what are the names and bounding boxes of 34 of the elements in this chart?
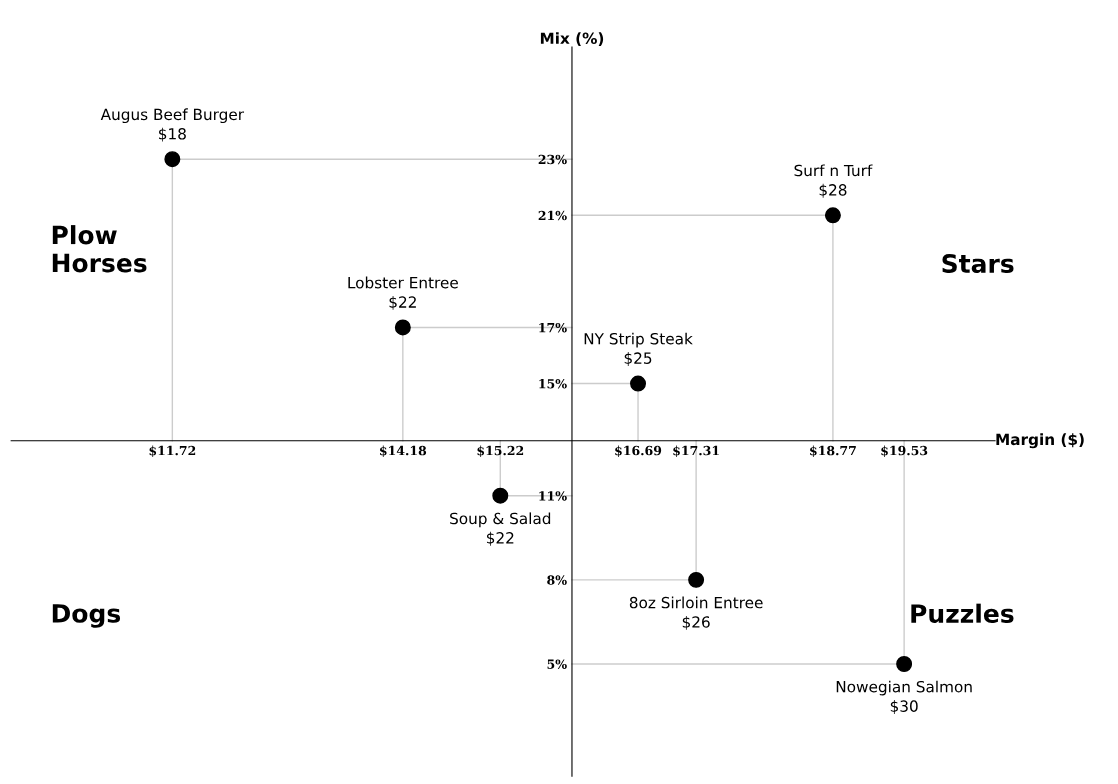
y-tick-label: 8% [547, 575, 567, 585]
x-tick-label: $11.72 [149, 445, 196, 457]
point [824, 207, 841, 224]
y-tick-label: 23% [538, 154, 567, 165]
annotation: Stars [942, 254, 1014, 274]
x-tick-label: $14.18 [380, 445, 427, 457]
x-tick-label: $19.53 [881, 445, 928, 457]
x-tick-label: $16.69 [615, 445, 662, 457]
y-axis-title: Mix (%) [540, 32, 604, 46]
x-axis-title: Margin ($) [996, 433, 1084, 449]
y-tick-label: 17% [539, 322, 567, 333]
point [394, 319, 411, 336]
x-tick-label: $15.22 [477, 445, 524, 457]
y-tick-label: 21% [538, 210, 567, 221]
annotation: Plow Horses [52, 225, 147, 273]
annotation: Nowegian Salmon $30 [836, 680, 972, 714]
annotation: Lobster Entree $22 [348, 276, 458, 310]
x-tick-label: $18.77 [810, 445, 856, 457]
y-tick-label: 11% [539, 491, 567, 501]
annotation: 8oz Sirloin Entree $26 [629, 596, 763, 630]
y-tick-label: 5% [547, 659, 567, 669]
y-tick-label: 15% [539, 379, 567, 389]
annotation: Dogs [52, 604, 121, 628]
x-tick-label: $17.31 [673, 445, 719, 457]
point [688, 571, 705, 588]
point [492, 487, 509, 504]
point [164, 151, 181, 168]
annotation: NY Strip Steak $25 [584, 332, 693, 366]
annotation: Surf n Turf $28 [794, 164, 873, 198]
annotation: Soup & Salad $22 [450, 512, 551, 546]
point [896, 656, 913, 672]
annotation: Puzzles [911, 603, 1014, 624]
point [630, 375, 647, 392]
annotation: Augus Beef Burger $18 [100, 108, 245, 142]
